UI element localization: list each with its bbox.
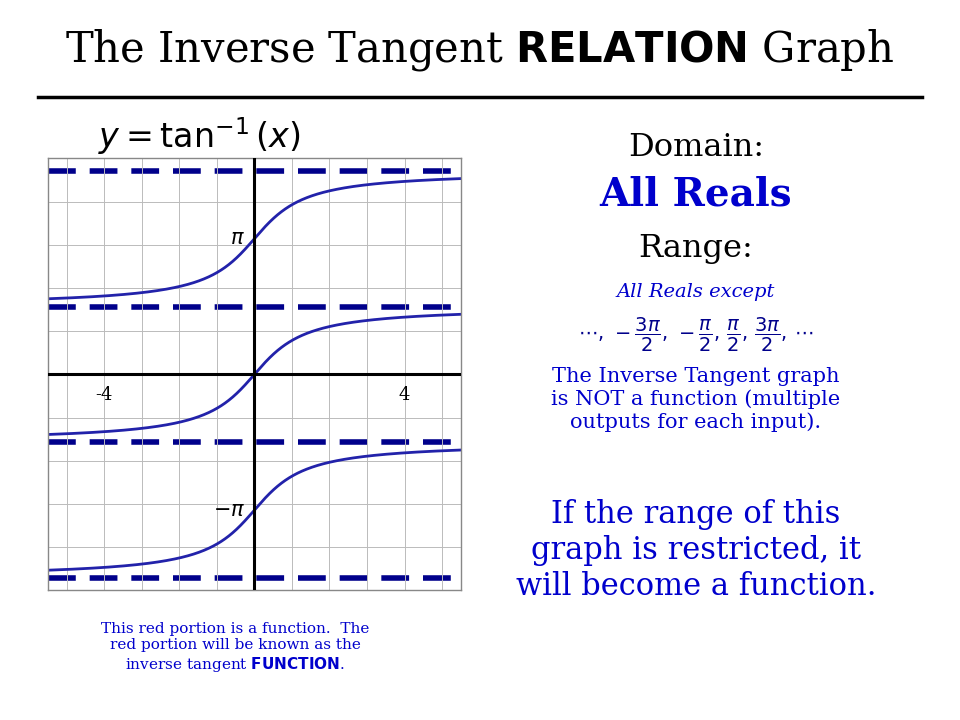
Text: $\pi$: $\pi$ — [230, 229, 245, 248]
Text: $y = \tan^{-1}(x)$: $y = \tan^{-1}(x)$ — [98, 115, 300, 157]
Text: -4: -4 — [96, 387, 113, 405]
Text: If the range of this
graph is restricted, it
will become a function.: If the range of this graph is restricted… — [516, 500, 876, 602]
Text: The Inverse Tangent $\bf{RELATION}$ Graph: The Inverse Tangent $\bf{RELATION}$ Grap… — [65, 27, 895, 73]
Text: $-\pi$: $-\pi$ — [213, 500, 245, 520]
Text: Domain:: Domain: — [628, 132, 764, 163]
Text: All Reals except: All Reals except — [617, 282, 775, 301]
Text: 4: 4 — [398, 387, 410, 405]
Text: Range:: Range: — [638, 233, 754, 264]
Text: The Inverse Tangent graph
is NOT a function (multiple
outputs for each input).: The Inverse Tangent graph is NOT a funct… — [551, 367, 841, 432]
Text: This red portion is a function.  The
red portion will be known as the
inverse ta: This red portion is a function. The red … — [101, 622, 370, 674]
Text: $\cdots,\,-\dfrac{3\pi}{2},\,-\dfrac{\pi}{2},\,\dfrac{\pi}{2},\,\dfrac{3\pi}{2},: $\cdots,\,-\dfrac{3\pi}{2},\,-\dfrac{\pi… — [578, 316, 814, 354]
Text: All Reals: All Reals — [600, 176, 792, 213]
